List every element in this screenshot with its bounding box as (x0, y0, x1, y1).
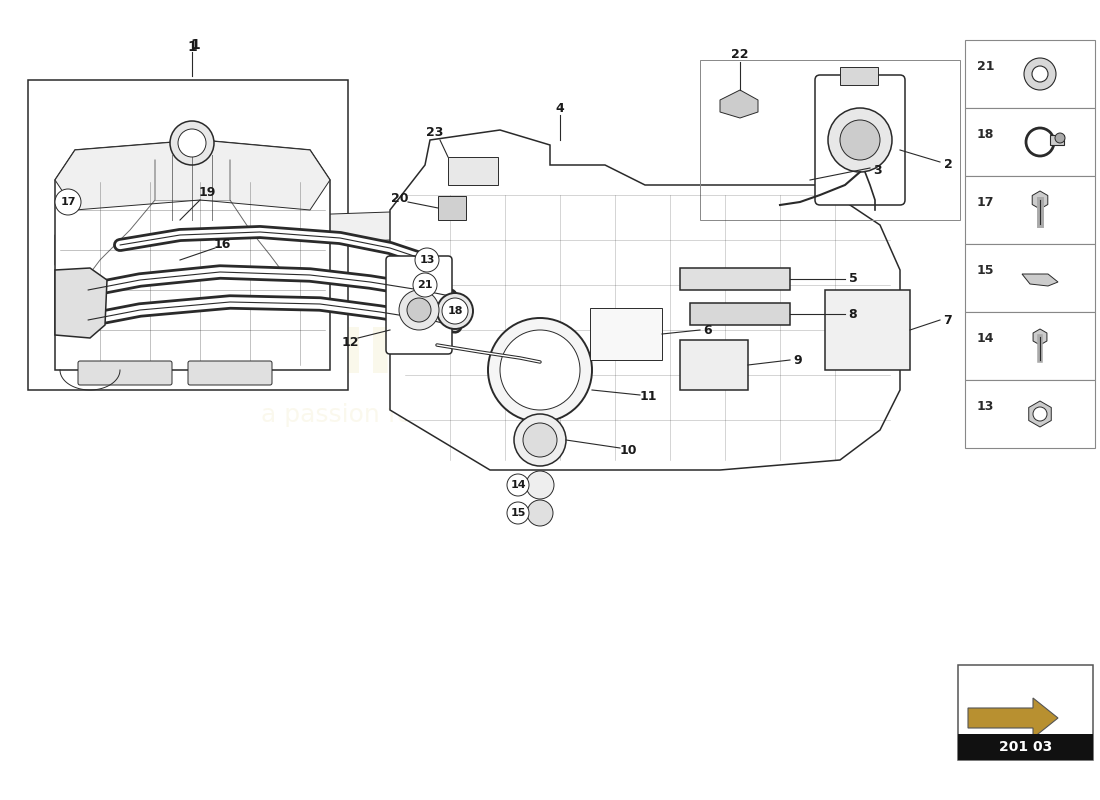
Circle shape (840, 120, 880, 160)
Polygon shape (55, 140, 330, 370)
Bar (825, 290, 910, 370)
Circle shape (1024, 58, 1056, 90)
Text: 8: 8 (849, 307, 857, 321)
Bar (700, 60, 960, 220)
Text: 201 03: 201 03 (999, 740, 1052, 754)
Text: 17: 17 (977, 195, 994, 209)
Bar (28, 80, 348, 390)
Bar (448, 157, 498, 185)
Circle shape (55, 189, 81, 215)
Bar (965, 312, 1094, 380)
Bar (958, 665, 1093, 760)
Text: euroParts: euroParts (250, 310, 711, 390)
Text: 17: 17 (60, 197, 76, 207)
Circle shape (527, 500, 553, 526)
Text: 4: 4 (556, 102, 564, 114)
Text: 3: 3 (873, 163, 882, 177)
Polygon shape (1033, 329, 1047, 345)
Circle shape (444, 300, 466, 322)
FancyBboxPatch shape (386, 256, 452, 354)
Text: 22: 22 (732, 49, 749, 62)
Text: 9: 9 (794, 354, 802, 366)
Polygon shape (390, 130, 900, 470)
Bar (965, 176, 1094, 244)
Circle shape (412, 273, 437, 297)
Bar (690, 303, 790, 325)
Bar (965, 380, 1094, 448)
Circle shape (507, 474, 529, 496)
Text: 6: 6 (704, 323, 713, 337)
Bar (965, 244, 1094, 312)
Text: 15: 15 (977, 263, 994, 277)
Bar (965, 40, 1094, 108)
Polygon shape (968, 698, 1058, 738)
Polygon shape (55, 212, 420, 265)
Circle shape (442, 298, 468, 324)
Text: 18: 18 (977, 127, 994, 141)
Circle shape (488, 318, 592, 422)
Text: 23: 23 (427, 126, 443, 139)
Polygon shape (1022, 274, 1058, 286)
Circle shape (415, 248, 439, 272)
Circle shape (522, 423, 557, 457)
Text: 13: 13 (977, 399, 994, 413)
Text: 21: 21 (417, 280, 432, 290)
Bar (965, 108, 1094, 176)
Circle shape (526, 471, 554, 499)
Bar (590, 308, 662, 360)
Text: 21: 21 (977, 59, 994, 73)
FancyBboxPatch shape (78, 361, 172, 385)
Circle shape (1055, 133, 1065, 143)
Text: 7: 7 (944, 314, 953, 326)
Circle shape (178, 129, 206, 157)
Circle shape (1032, 66, 1048, 82)
Polygon shape (1032, 191, 1048, 209)
Polygon shape (55, 268, 107, 338)
Circle shape (1033, 407, 1047, 421)
Circle shape (507, 502, 529, 524)
Circle shape (828, 108, 892, 172)
Polygon shape (720, 90, 758, 118)
Text: 15: 15 (510, 508, 526, 518)
Text: a passion for parts since 1995: a passion for parts since 1995 (261, 403, 639, 427)
Bar (680, 268, 790, 290)
Text: 19: 19 (198, 186, 216, 199)
Bar (680, 340, 748, 390)
FancyBboxPatch shape (815, 75, 905, 205)
Circle shape (399, 290, 439, 330)
Text: 13: 13 (419, 255, 435, 265)
Text: 1: 1 (187, 40, 197, 54)
Circle shape (170, 121, 214, 165)
Text: 14: 14 (977, 331, 994, 345)
Polygon shape (55, 140, 330, 210)
Bar (840, 67, 878, 85)
Bar (958, 734, 1093, 760)
Bar (1050, 135, 1064, 145)
Text: 11: 11 (639, 390, 657, 403)
Circle shape (437, 293, 473, 329)
Text: 20: 20 (392, 193, 409, 206)
Circle shape (500, 330, 580, 410)
Text: 1: 1 (190, 38, 200, 52)
Text: 5: 5 (848, 273, 857, 286)
Text: 16: 16 (213, 238, 231, 251)
Text: 14: 14 (510, 480, 526, 490)
Text: 2: 2 (944, 158, 953, 171)
Polygon shape (1028, 401, 1052, 427)
Text: 18: 18 (448, 306, 463, 316)
Text: 12: 12 (341, 335, 359, 349)
FancyBboxPatch shape (188, 361, 272, 385)
Bar (438, 196, 466, 220)
Circle shape (514, 414, 566, 466)
Text: 10: 10 (619, 443, 637, 457)
Circle shape (407, 298, 431, 322)
